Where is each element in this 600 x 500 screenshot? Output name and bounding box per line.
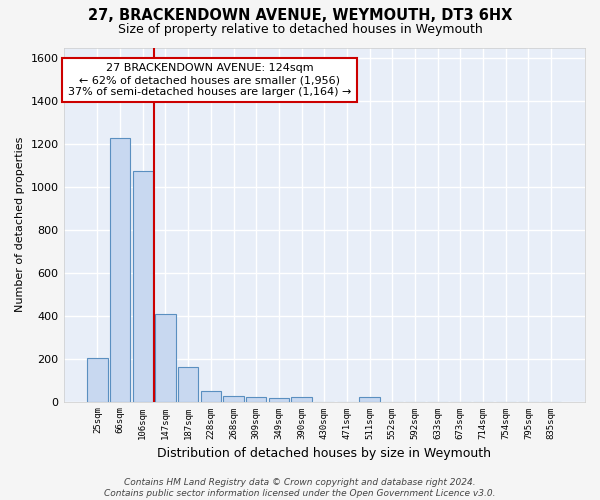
Text: Contains HM Land Registry data © Crown copyright and database right 2024.
Contai: Contains HM Land Registry data © Crown c… [104,478,496,498]
Bar [110,138,130,402]
Text: Size of property relative to detached houses in Weymouth: Size of property relative to detached ho… [118,22,482,36]
Bar [292,398,312,402]
Y-axis label: Number of detached properties: Number of detached properties [15,137,25,312]
Bar [200,391,221,402]
Bar [359,398,380,402]
Text: 27 BRACKENDOWN AVENUE: 124sqm
← 62% of detached houses are smaller (1,956)
37% o: 27 BRACKENDOWN AVENUE: 124sqm ← 62% of d… [68,64,351,96]
Bar [223,396,244,402]
Bar [269,398,289,402]
Bar [246,397,266,402]
X-axis label: Distribution of detached houses by size in Weymouth: Distribution of detached houses by size … [157,447,491,460]
Bar [155,314,176,402]
Text: 27, BRACKENDOWN AVENUE, WEYMOUTH, DT3 6HX: 27, BRACKENDOWN AVENUE, WEYMOUTH, DT3 6H… [88,8,512,22]
Bar [133,171,153,402]
Bar [87,358,107,402]
Bar [178,367,199,402]
